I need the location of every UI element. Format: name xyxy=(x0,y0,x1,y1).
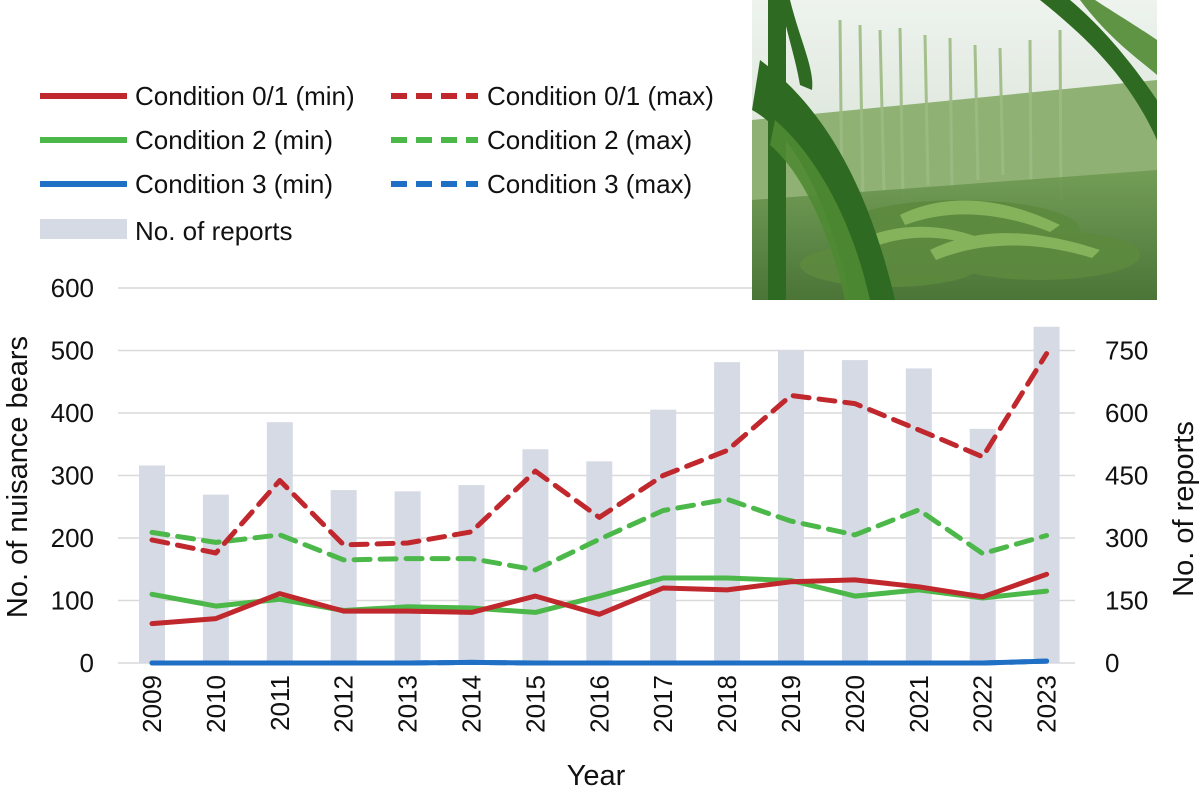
x-axis-title: Year xyxy=(567,760,626,791)
y-axis-title: No. of nuisance bears xyxy=(2,336,34,618)
reports-bar-2020 xyxy=(841,360,868,663)
y2-axis-title: No. of reports xyxy=(1168,421,1200,597)
reports-bars xyxy=(139,326,1060,663)
x-tick-2014: 2014 xyxy=(457,675,487,733)
legend-label-condition-01-min: Condition 0/1 (min) xyxy=(135,81,355,111)
y-tick-400: 400 xyxy=(51,398,94,428)
legend-label-condition-2-max: Condition 2 (max) xyxy=(487,125,692,155)
y2-tick-450: 450 xyxy=(1105,461,1148,491)
x-tick-2018: 2018 xyxy=(712,675,742,733)
x-tick-2009: 2009 xyxy=(137,675,167,733)
reports-bar-2010 xyxy=(202,494,229,663)
legend-swatch-reports xyxy=(40,219,127,239)
y2-tick-150: 150 xyxy=(1105,586,1148,616)
series-line-condition-0-1-min xyxy=(149,571,1050,627)
reports-bar-2018 xyxy=(714,362,741,663)
legend-label-condition-3-min: Condition 3 (min) xyxy=(135,169,333,199)
y2-tick-600: 600 xyxy=(1105,398,1148,428)
reports-bar-2017 xyxy=(650,409,677,663)
legend-label-condition-2-min: Condition 2 (min) xyxy=(135,125,333,155)
reports-bar-2014 xyxy=(458,485,485,663)
condition-lines xyxy=(149,351,1050,666)
y2-tick-300: 300 xyxy=(1105,523,1148,553)
x-tick-2016: 2016 xyxy=(584,675,614,733)
legend-label-condition-3-max: Condition 3 (max) xyxy=(487,169,692,199)
reports-bar-2013 xyxy=(394,491,421,663)
series-line-condition-2-min xyxy=(149,575,1050,615)
reports-bar-2012 xyxy=(330,490,357,663)
x-tick-2021: 2021 xyxy=(904,675,934,733)
x-tick-2020: 2020 xyxy=(840,675,870,733)
x-tick-2015: 2015 xyxy=(520,675,550,733)
x-tick-2011: 2011 xyxy=(265,675,295,731)
x-tick-2023: 2023 xyxy=(1032,675,1062,733)
series-line-condition-0-1-max xyxy=(149,351,1050,556)
y-tick-200: 200 xyxy=(51,523,94,553)
y2-tick-750: 750 xyxy=(1105,336,1148,366)
reports-bar-2023 xyxy=(1033,326,1060,663)
reports-bar-2015 xyxy=(522,449,549,663)
reports-bar-2011 xyxy=(266,422,293,663)
cornfield-damage-photo xyxy=(752,0,1157,300)
x-tick-2010: 2010 xyxy=(201,675,231,733)
legend-label-condition-01-max: Condition 0/1 (max) xyxy=(487,81,714,111)
x-tick-2013: 2013 xyxy=(393,675,423,733)
left-axis-ticks: 0 100 200 300 400 500 600 xyxy=(51,273,94,678)
y-tick-0: 0 xyxy=(80,648,94,678)
y-tick-500: 500 xyxy=(51,336,94,366)
x-tick-2012: 2012 xyxy=(329,675,359,733)
x-axis-ticks: 2009 2010 2011 2012 2013 2014 2015 2016 2017 2018… xyxy=(137,675,1062,733)
reports-bar-2009 xyxy=(139,465,165,663)
y-tick-300: 300 xyxy=(51,461,94,491)
x-tick-2022: 2022 xyxy=(968,675,998,733)
y2-tick-0: 0 xyxy=(1105,648,1119,678)
x-tick-2017: 2017 xyxy=(648,675,678,733)
series-line-condition-3-min xyxy=(149,658,1050,666)
y-tick-600: 600 xyxy=(51,273,94,303)
right-axis-ticks: 0 150 300 450 600 750 xyxy=(1105,336,1148,679)
reports-bar-2016 xyxy=(586,461,613,663)
y-tick-100: 100 xyxy=(51,586,94,616)
x-tick-2019: 2019 xyxy=(776,675,806,733)
legend: Condition 0/1 (min) Condition 0/1 (max) … xyxy=(40,81,714,246)
legend-label-reports: No. of reports xyxy=(135,216,293,246)
